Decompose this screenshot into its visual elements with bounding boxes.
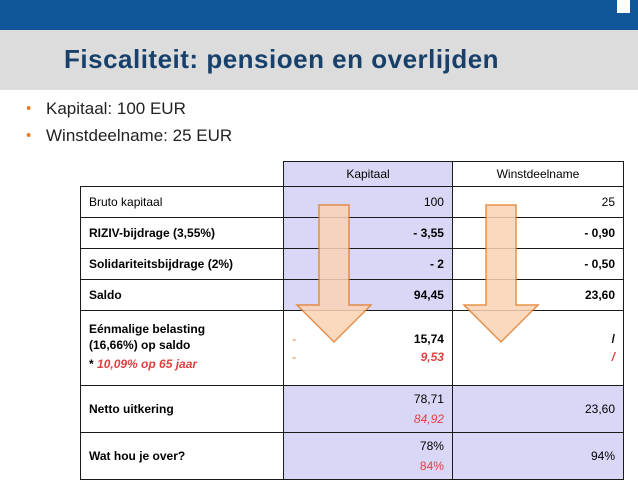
cell-winst: - 0,50 [451, 248, 625, 280]
table-row-over: Wat hou je over? 78% 84% 94% [79, 432, 625, 480]
cell-kapitaal: 100 [283, 186, 453, 218]
note-text: 10,09% op 65 jaar [97, 357, 198, 371]
cell-kapitaal: 94,45 [283, 279, 453, 311]
bullet-item-winstdeelname: • Winstdeelname: 25 EUR [26, 125, 232, 152]
cell-winst: - 0,90 [451, 217, 625, 249]
header-empty-cell [80, 161, 285, 187]
bullet-text: Kapitaal: 100 EUR [46, 99, 186, 118]
cell-winst: 23,60 [451, 279, 625, 311]
cell-winst: 94% [451, 432, 625, 480]
kapitaal-value: 15,74 [413, 332, 444, 346]
label-line-1: Eénmalige belasting [89, 322, 206, 336]
label-note: * 10,09% op 65 jaar [89, 353, 275, 375]
dash-mark: - [292, 332, 297, 346]
cell-winst: 23,60 [451, 385, 625, 433]
cell-kapitaal: - 3,55 [283, 217, 453, 249]
kapitaal-line-2: - 9,53 [292, 348, 444, 366]
kapitaal-value: 78% [419, 439, 444, 453]
table-row-netto: Netto uitkering 78,71 84,92 23,60 [79, 385, 625, 433]
cell-winst: / / [451, 310, 625, 386]
table-row-riziv: RIZIV-bijdrage (3,55%) - 3,55 - 0,90 [79, 217, 625, 249]
row-label: Saldo [79, 279, 285, 311]
winst-alt-value: / [611, 350, 615, 364]
top-bar [0, 0, 638, 30]
row-label: Netto uitkering [79, 385, 285, 433]
row-label: Bruto kapitaal [79, 186, 285, 218]
cell-winst: 25 [451, 186, 625, 218]
table-row-belasting: Eénmalige belasting (16,66%) op saldo * … [79, 310, 625, 386]
slide-title: Fiscaliteit: pensioen en overlijden [64, 44, 500, 74]
label-line-2: (16,66%) op saldo [89, 338, 191, 352]
tax-table: Kapitaal Winstdeelname Bruto kapitaal 10… [79, 161, 625, 480]
table-row-solidariteit: Solidariteitsbijdrage (2%) - 2 - 0,50 [79, 248, 625, 280]
header-winstdeelname: Winstdeelname [451, 161, 625, 187]
kapitaal-alt-value: 84% [419, 459, 444, 473]
winst-value: / [611, 332, 615, 346]
kapitaal-value: 78,71 [413, 392, 444, 406]
row-label: Wat hou je over? [79, 432, 285, 480]
corner-square [617, 0, 630, 13]
cell-kapitaal: - 2 [283, 248, 453, 280]
bullet-dot-icon: • [26, 100, 32, 117]
kapitaal-alt-value: 9,53 [420, 350, 444, 364]
row-label: Eénmalige belasting (16,66%) op saldo * … [79, 310, 285, 386]
table-row-bruto: Bruto kapitaal 100 25 [79, 186, 625, 218]
bullet-list: • Kapitaal: 100 EUR • Winstdeelname: 25 … [26, 98, 232, 152]
dash-mark: - [292, 350, 297, 364]
row-label: RIZIV-bijdrage (3,55%) [79, 217, 285, 249]
bullet-item-kapitaal: • Kapitaal: 100 EUR [26, 98, 232, 125]
cell-kapitaal: 78% 84% [283, 432, 453, 480]
bullet-text: Winstdeelname: 25 EUR [46, 126, 233, 145]
table-header-row: Kapitaal Winstdeelname [80, 161, 625, 187]
bullet-dot-icon: • [26, 127, 32, 144]
kapitaal-line-1: - 15,74 [292, 330, 444, 348]
header-kapitaal: Kapitaal [283, 161, 453, 187]
cell-kapitaal: - 15,74 - 9,53 [283, 310, 453, 386]
kapitaal-alt-value: 84,92 [413, 412, 444, 426]
title-bar [0, 30, 638, 90]
cell-kapitaal: 78,71 84,92 [283, 385, 453, 433]
row-label: Solidariteitsbijdrage (2%) [79, 248, 285, 280]
table-row-saldo: Saldo 94,45 23,60 [79, 279, 625, 311]
note-star: * [89, 357, 94, 371]
